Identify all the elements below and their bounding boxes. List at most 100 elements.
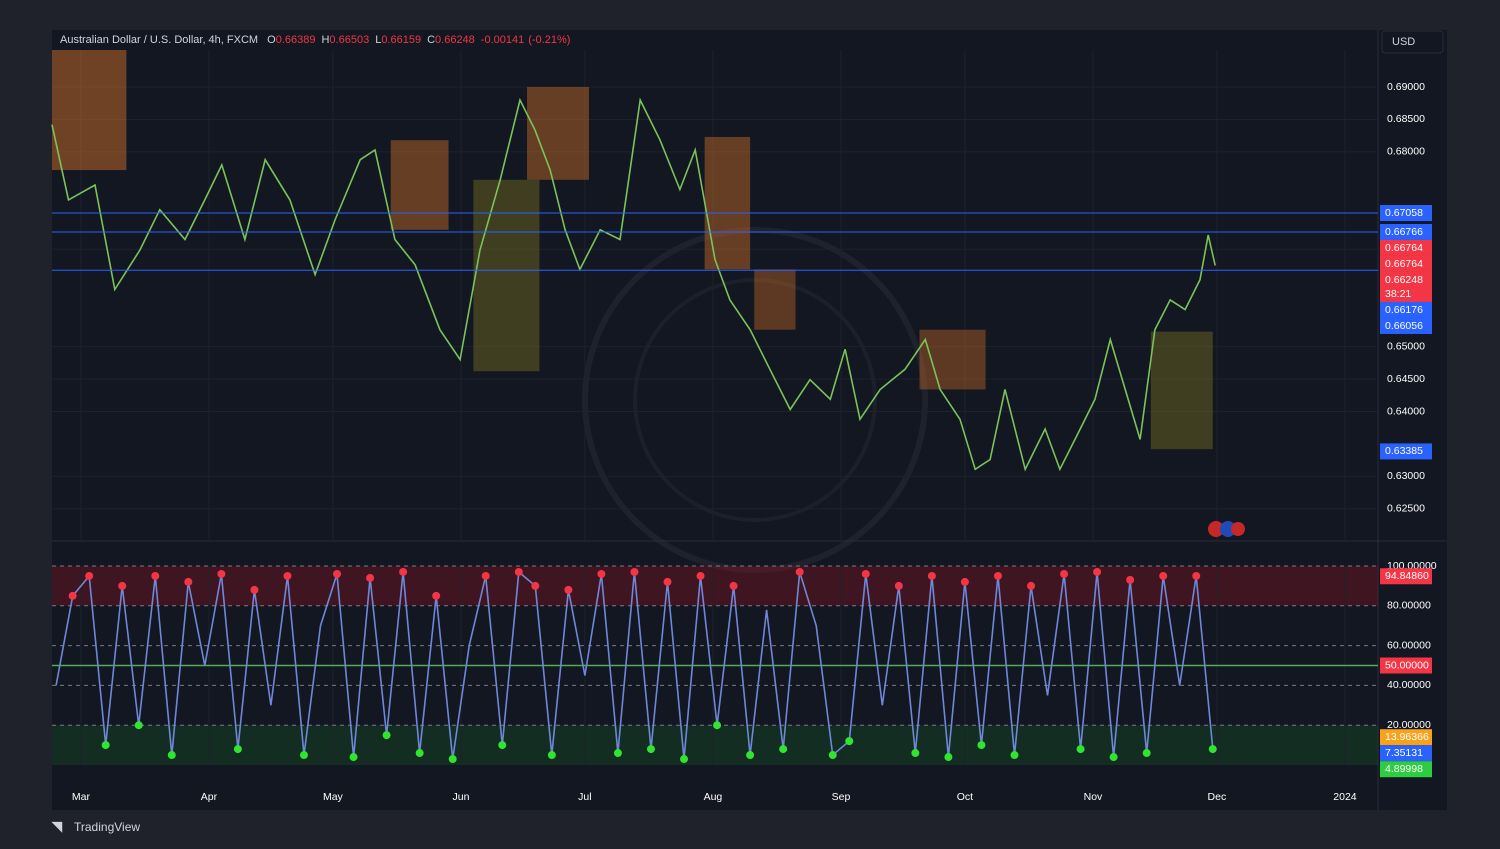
brand[interactable]: TradingView [74, 820, 140, 834]
x-tick-label: Oct [957, 791, 973, 803]
y-tick-label: 60.00000 [1387, 639, 1431, 651]
signal-dot [1060, 569, 1069, 578]
price-label: 0.66764 [1385, 258, 1423, 270]
signal-dot [894, 581, 903, 590]
zone [473, 179, 540, 372]
band [52, 725, 1378, 765]
y-tick-label: 0.62500 [1387, 503, 1425, 515]
signal-dot [382, 731, 391, 740]
change: -0.00141 [481, 34, 524, 46]
brand-logo[interactable]: ◥ [51, 818, 63, 833]
price-label-box [1380, 443, 1432, 460]
price-label: 0.66764 [1385, 242, 1423, 254]
price-label: 0.66248 [1385, 274, 1423, 286]
signal-dot [597, 569, 606, 578]
signal-dot [1142, 749, 1151, 758]
x-tick-label: 2024 [1333, 791, 1357, 803]
signal-dot [779, 745, 788, 754]
header: Australian Dollar / U.S. Dollar, 4h, FXC… [60, 34, 570, 46]
y-tick-label: 0.68500 [1387, 113, 1425, 125]
price-label: 0.66766 [1385, 226, 1423, 238]
price-label-box [1380, 761, 1432, 778]
ohlc-key: H [321, 34, 329, 46]
ohlc-key: C [427, 34, 435, 46]
signal-dot [911, 749, 920, 758]
signal-dot [960, 577, 969, 586]
ohlc-key: L [375, 34, 381, 46]
ohlc-value: 0.66389 [276, 34, 316, 46]
chart-background [52, 30, 1447, 810]
signal-dot [713, 721, 722, 730]
signal-dot [481, 571, 490, 580]
price-label-box [1380, 239, 1432, 256]
signal-dot [184, 577, 193, 586]
signal-dot [448, 755, 457, 764]
signal-dot [1126, 575, 1135, 584]
zone [704, 136, 751, 270]
signal-dot [630, 567, 639, 576]
signal-dot [663, 577, 672, 586]
watermark [633, 278, 877, 522]
x-tick-label: Aug [704, 791, 723, 803]
signal-dot [432, 591, 441, 600]
ohlc-key: O [267, 34, 276, 46]
price-label-box [1380, 657, 1432, 674]
signal-dot [795, 567, 804, 576]
price-label: 13.96366 [1385, 731, 1429, 743]
zone [754, 269, 796, 330]
y-tick-label: 0.64500 [1387, 373, 1425, 385]
event-flags [1208, 521, 1245, 537]
change-percent: (-0.21%) [528, 34, 570, 46]
x-tick-label: Sep [832, 791, 851, 803]
signal-dot [233, 745, 242, 754]
signal-dot [250, 585, 259, 594]
currency-button[interactable] [1381, 30, 1444, 54]
y-tick-label: 0.65000 [1387, 340, 1425, 352]
signal-dot [1208, 745, 1217, 754]
x-tick-label: Apr [201, 791, 218, 803]
price-label: 0.66056 [1385, 320, 1423, 332]
ohlc-value: 0.66248 [435, 34, 475, 46]
signal-dot [85, 571, 94, 580]
y-tick-label: 0.63000 [1387, 470, 1425, 482]
ohlc-value: 0.66503 [329, 34, 369, 46]
currency[interactable]: USD [1392, 36, 1415, 48]
signal-dot [101, 741, 110, 750]
signal-dot [498, 741, 507, 750]
signal-dot [531, 581, 540, 590]
price-label: 0.63385 [1385, 445, 1423, 457]
series-line [51, 97, 1216, 472]
price-label-box [1380, 205, 1432, 222]
price-label-box [1380, 223, 1432, 240]
signal-dot [217, 569, 226, 578]
price-label-box [1380, 568, 1432, 585]
signal-dot [944, 753, 953, 762]
signal-dot [1027, 581, 1036, 590]
ohlc: O0.66389 H0.66503 L0.66159 C0.66248 -0.00141… [267, 34, 570, 46]
signal-dot [151, 571, 160, 580]
signal-dot [333, 569, 342, 578]
signal-dot [167, 751, 176, 760]
signal-dot [993, 571, 1002, 580]
signal-dot [283, 571, 292, 580]
ohlc-value: 0.66159 [381, 34, 421, 46]
price-label: 94.84860 [1385, 570, 1429, 582]
y-tick-label: 40.00000 [1387, 679, 1431, 691]
signal-dot [547, 751, 556, 760]
x-tick-label: Jul [578, 791, 591, 803]
signal-dot [399, 567, 408, 576]
signal-dot [68, 591, 77, 600]
zone [919, 329, 986, 390]
x-tick-label: Jun [452, 791, 469, 803]
signal-dot [613, 749, 622, 758]
signal-dot [828, 751, 837, 760]
signal-dot [415, 749, 424, 758]
signal-dot [514, 567, 523, 576]
price-label: 7.35131 [1385, 747, 1423, 759]
signal-dot [366, 573, 375, 582]
signal-dot [861, 569, 870, 578]
x-tick-label: Dec [1208, 791, 1227, 803]
y-tick-label: 0.64000 [1387, 405, 1425, 417]
signal-dot [349, 753, 358, 762]
